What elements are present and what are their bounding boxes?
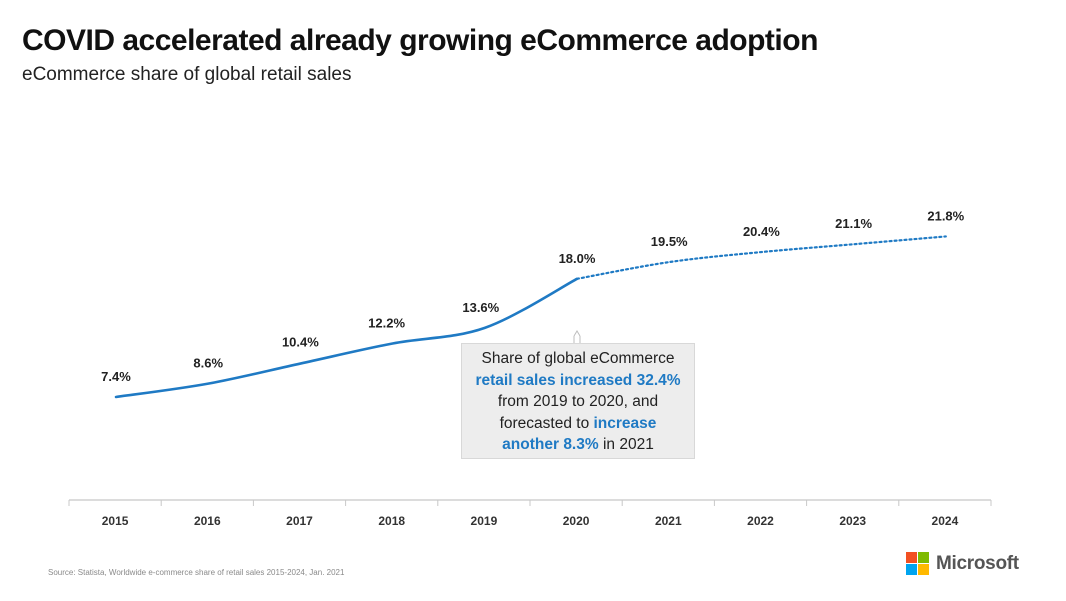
microsoft-logo: Microsoft bbox=[906, 552, 1019, 575]
data-label: 20.4% bbox=[743, 224, 780, 239]
data-label: 13.6% bbox=[462, 300, 499, 315]
data-label: 12.2% bbox=[368, 315, 405, 330]
callout-pointer bbox=[573, 330, 581, 343]
series-line-actual bbox=[114, 277, 579, 399]
x-tick-label: 2019 bbox=[471, 514, 498, 528]
data-label: 10.4% bbox=[282, 335, 319, 350]
callout-line-5: another 8.3% in 2021 bbox=[462, 434, 694, 456]
x-tick-label: 2021 bbox=[655, 514, 682, 528]
x-tick-label: 2017 bbox=[286, 514, 313, 528]
x-tick-label: 2018 bbox=[378, 514, 405, 528]
data-label: 21.8% bbox=[927, 208, 964, 223]
logo-square-red bbox=[906, 552, 917, 563]
logo-square-blue bbox=[906, 564, 917, 575]
data-label: 18.0% bbox=[559, 251, 596, 266]
callout-line-3: from 2019 to 2020, and bbox=[497, 393, 659, 410]
logo-text: Microsoft bbox=[936, 552, 1019, 574]
source-note: Source: Statista, Worldwide e-commerce s… bbox=[48, 568, 345, 577]
callout-line-5-plain: in 2021 bbox=[598, 436, 654, 453]
callout-line-2: retail sales increased 32.4% bbox=[475, 371, 681, 389]
series-line-forecast bbox=[575, 235, 947, 280]
x-tick-label: 2023 bbox=[839, 514, 866, 528]
logo-square-green bbox=[918, 552, 929, 563]
callout-line-4-plain: forecasted to bbox=[499, 414, 594, 432]
chart-title: COVID accelerated already growing eComme… bbox=[22, 24, 818, 57]
callout-line-4: forecasted to increase bbox=[462, 413, 694, 435]
x-tick-label: 2024 bbox=[932, 514, 959, 528]
data-label: 21.1% bbox=[835, 216, 872, 231]
windows-logo-icon bbox=[906, 552, 929, 575]
data-label: 7.4% bbox=[101, 369, 131, 384]
data-label: 19.5% bbox=[651, 234, 688, 249]
x-tick-label: 2020 bbox=[563, 514, 590, 528]
callout-line-1: Share of global eCommerce bbox=[481, 350, 675, 367]
data-label: 8.6% bbox=[193, 356, 223, 371]
x-tick-label: 2015 bbox=[102, 514, 129, 528]
callout-line-5-highlight: another 8.3% bbox=[502, 436, 599, 453]
callout-line-4-highlight: increase bbox=[593, 414, 657, 432]
x-tick-label: 2016 bbox=[194, 514, 221, 528]
callout-box: Share of global eCommerce retail sales i… bbox=[461, 343, 695, 459]
chart-subtitle: eCommerce share of global retail sales bbox=[22, 64, 352, 85]
logo-square-yellow bbox=[918, 564, 929, 575]
x-tick-label: 2022 bbox=[747, 514, 774, 528]
